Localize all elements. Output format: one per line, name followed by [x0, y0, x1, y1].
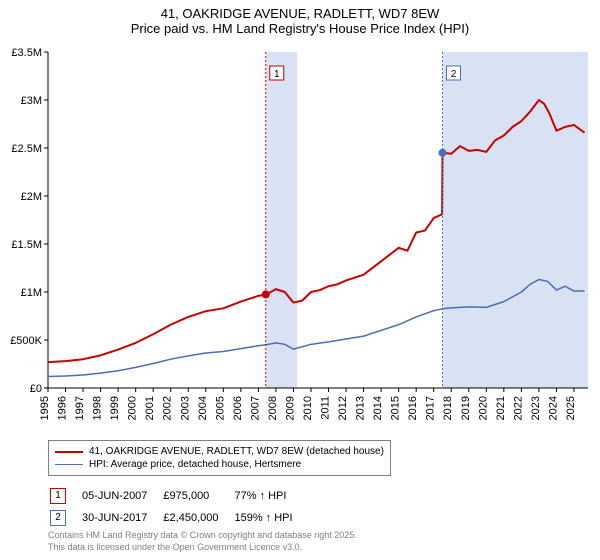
svg-text:2018: 2018 [442, 396, 454, 420]
legend-row: HPI: Average price, detached house, Hert… [55, 458, 384, 471]
svg-text:1998: 1998 [92, 396, 104, 420]
svg-text:£3.5M: £3.5M [11, 47, 42, 59]
svg-text:2002: 2002 [162, 396, 174, 420]
svg-text:2010: 2010 [302, 396, 314, 420]
svg-text:2007: 2007 [249, 396, 261, 420]
event-price: £975,000 [163, 486, 232, 506]
legend-label: HPI: Average price, detached house, Hert… [89, 459, 301, 470]
svg-text:2023: 2023 [530, 396, 542, 420]
svg-text:£1.5M: £1.5M [11, 239, 42, 251]
events-table: 1 05-JUN-2007£975,00077% ↑ HPI 2 30-JUN-201… [48, 484, 309, 530]
svg-text:1997: 1997 [74, 396, 86, 420]
svg-text:2005: 2005 [214, 396, 226, 420]
event-date: 30-JUN-2017 [82, 508, 161, 528]
event-date: 05-JUN-2007 [82, 486, 161, 506]
svg-text:2012: 2012 [337, 396, 349, 420]
footer-attribution: Contains HM Land Registry data © Crown c… [48, 530, 357, 553]
legend: 41, OAKRIDGE AVENUE, RADLETT, WD7 8EW (d… [48, 440, 391, 476]
svg-text:1999: 1999 [109, 396, 121, 420]
event-badge: 2 [50, 510, 66, 526]
svg-text:1996: 1996 [57, 396, 69, 420]
svg-text:£2M: £2M [21, 191, 42, 203]
svg-text:2014: 2014 [372, 396, 384, 420]
price-chart: £0 £500K £1M £1.5M £2M £2.5M £3M £3.5M 1995 1996 1… [0, 0, 600, 436]
svg-text:£1M: £1M [21, 287, 42, 299]
event-badge: 1 [50, 488, 66, 504]
svg-text:2008: 2008 [267, 396, 279, 420]
svg-text:£500K: £500K [10, 335, 42, 347]
event-price: £2,450,000 [163, 508, 232, 528]
legend-row: 41, OAKRIDGE AVENUE, RADLETT, WD7 8EW (d… [55, 445, 384, 458]
svg-text:2020: 2020 [477, 396, 489, 420]
svg-text:2022: 2022 [512, 396, 524, 420]
svg-text:2011: 2011 [320, 396, 332, 420]
svg-text:2001: 2001 [144, 396, 156, 420]
legend-swatch [55, 464, 83, 465]
svg-text:1: 1 [274, 69, 280, 80]
svg-text:2015: 2015 [390, 396, 402, 420]
svg-text:1995: 1995 [39, 396, 51, 420]
svg-text:2019: 2019 [460, 396, 472, 420]
svg-text:2013: 2013 [355, 396, 367, 420]
svg-text:2006: 2006 [232, 396, 244, 420]
footer-line-2: This data is licensed under the Open Gov… [48, 542, 357, 554]
svg-text:2021: 2021 [495, 396, 507, 420]
event-row: 2 30-JUN-2017£2,450,000159% ↑ HPI [50, 508, 307, 528]
svg-text:2: 2 [451, 69, 457, 80]
svg-text:2017: 2017 [425, 396, 437, 420]
event-pct: 159% ↑ HPI [234, 508, 306, 528]
svg-text:£3M: £3M [21, 95, 42, 107]
svg-text:2004: 2004 [197, 396, 209, 420]
legend-label: 41, OAKRIDGE AVENUE, RADLETT, WD7 8EW (d… [89, 446, 384, 457]
svg-text:2016: 2016 [407, 396, 419, 420]
svg-text:2024: 2024 [547, 396, 559, 420]
svg-text:2025: 2025 [565, 396, 577, 420]
svg-text:2000: 2000 [127, 396, 139, 420]
svg-text:£0: £0 [30, 383, 42, 395]
event-pct: 77% ↑ HPI [234, 486, 306, 506]
event-row: 1 05-JUN-2007£975,00077% ↑ HPI [50, 486, 307, 506]
legend-swatch [55, 451, 83, 453]
svg-text:£2.5M: £2.5M [11, 143, 42, 155]
footer-line-1: Contains HM Land Registry data © Crown c… [48, 530, 357, 542]
svg-text:2009: 2009 [284, 396, 296, 420]
svg-text:2003: 2003 [179, 396, 191, 420]
